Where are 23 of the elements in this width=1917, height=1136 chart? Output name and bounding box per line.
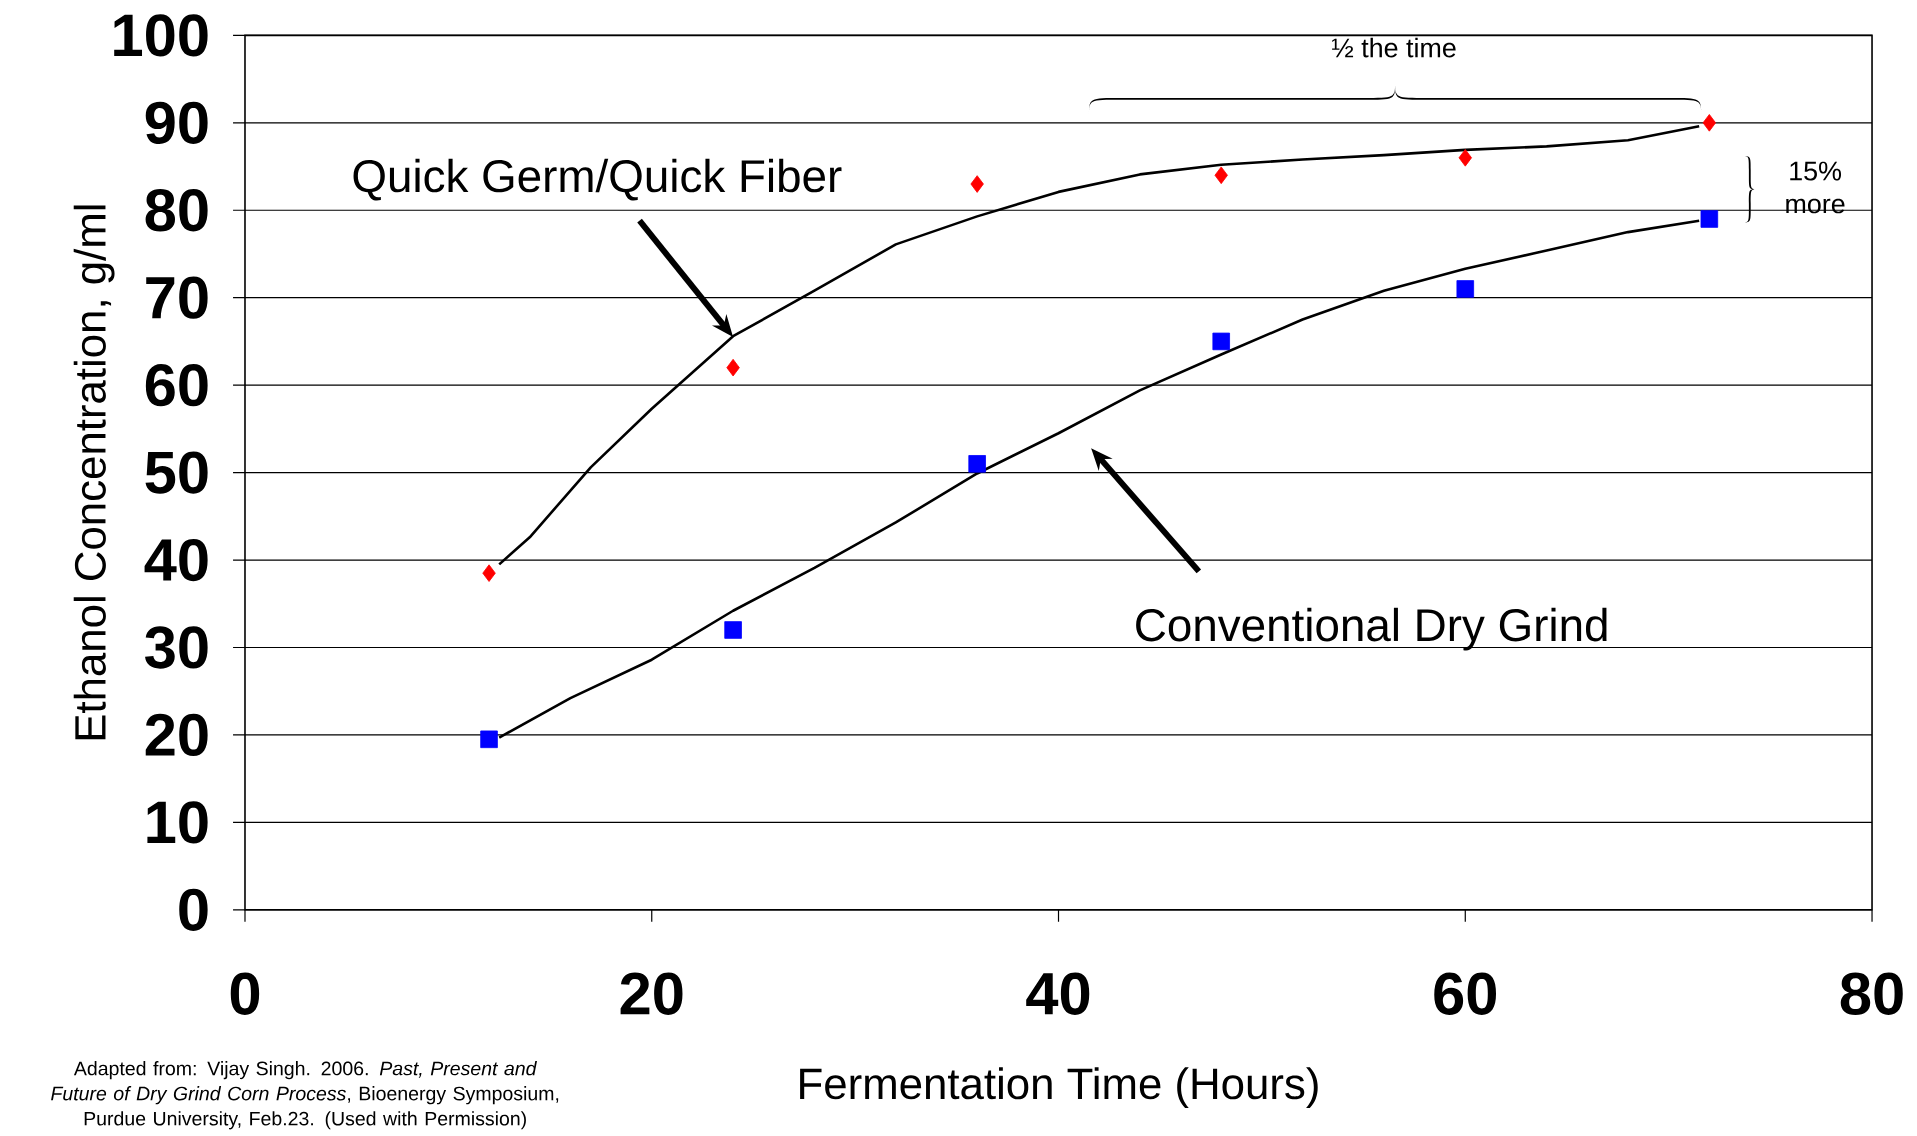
y-tick-label: 70 — [146, 276, 208, 319]
y-tick-label: 10 — [147, 801, 208, 844]
x-tick-label: 20 — [620, 972, 683, 1015]
y-tick-label: 90 — [145, 101, 208, 144]
y-tick-label: 0 — [179, 888, 208, 931]
x-axis-title: Fermentation Time (Hours) — [800, 1067, 1318, 1108]
x-tick-label: 0 — [230, 972, 260, 1015]
y-tick-label: 50 — [145, 451, 208, 494]
y-tick-label: 60 — [145, 363, 208, 407]
annotation: Conventional Dry Grind — [1136, 607, 1607, 651]
y-tick-label: 40 — [144, 538, 208, 582]
y-axis-title: Ethanol Concentration, g/ml — [73, 205, 115, 740]
y-tick-label: 100 — [114, 14, 208, 57]
annotation: 15% more — [1786, 161, 1845, 214]
annotation: ½ the time — [1332, 37, 1456, 58]
x-tick-label: 40 — [1026, 972, 1090, 1015]
y-tick-label: 80 — [145, 189, 208, 232]
y-tick-label: 20 — [145, 713, 208, 757]
x-tick-label: 80 — [1840, 972, 1903, 1015]
text: Adapted from: Vijay Singh. 2006. Past, Present and Future of Dry Grind Corn Process, Bioenergy Symposium, Purdue University, Feb.23. (Used with Permission) — [51, 1061, 559, 1130]
annotation: Quick Germ/Quick Fiber — [353, 158, 842, 201]
y-tick-label: 30 — [145, 626, 208, 669]
x-tick-label: 60 — [1434, 972, 1497, 1015]
